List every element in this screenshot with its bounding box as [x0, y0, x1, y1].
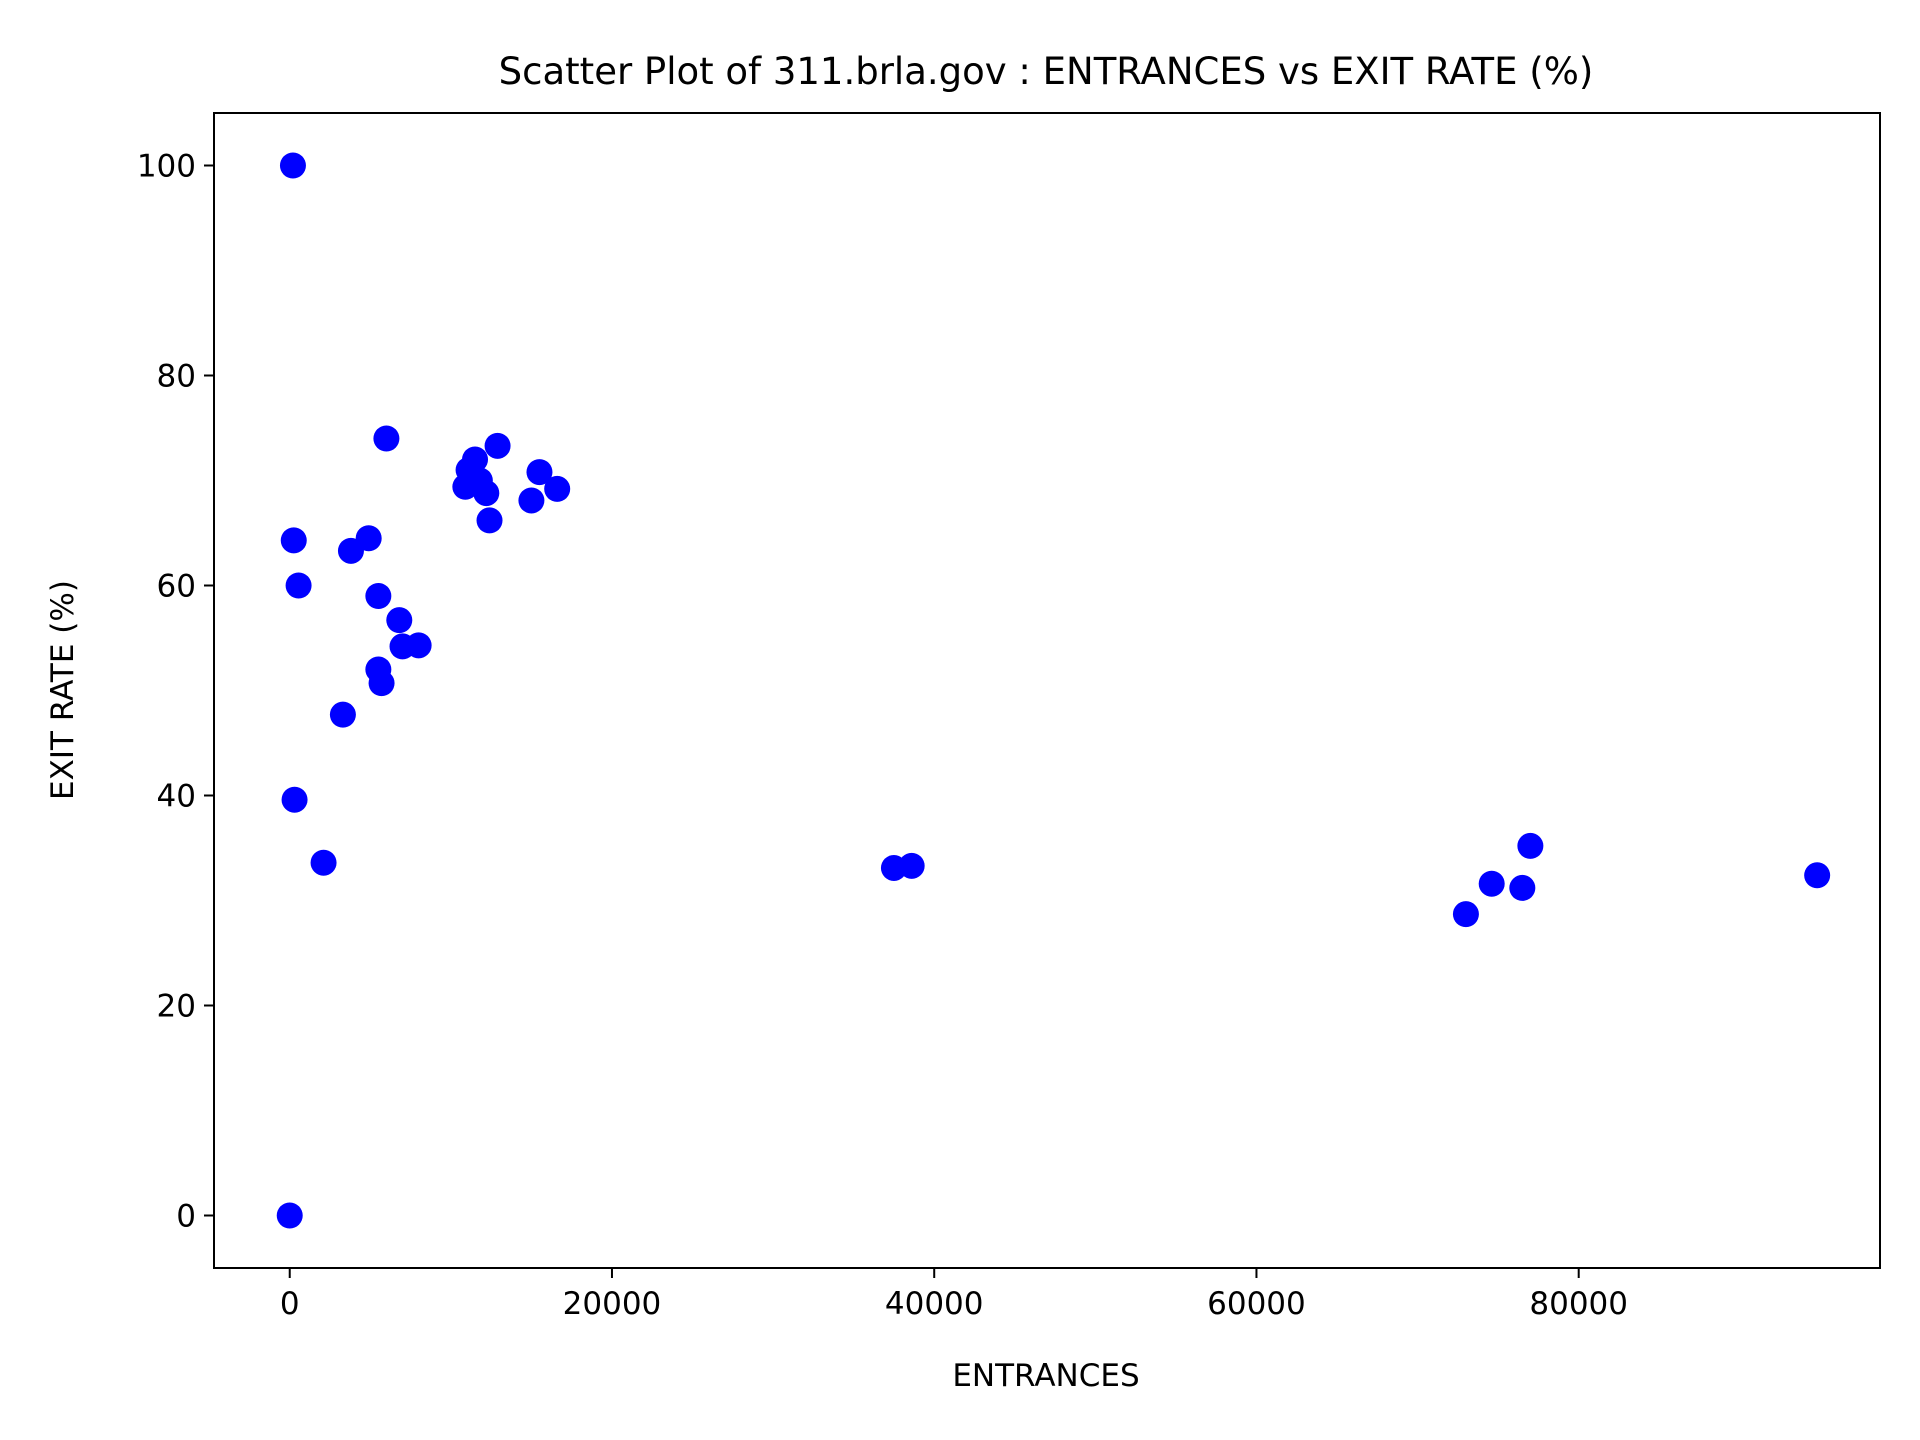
scatter-point [329, 701, 356, 728]
y-tick-label: 60 [157, 569, 196, 605]
scatter-point [473, 480, 500, 507]
scatter-point [373, 425, 400, 452]
scatter-point [386, 607, 413, 634]
x-axis-label: ENTRANCES [952, 1358, 1139, 1394]
y-tick-label: 20 [157, 989, 196, 1025]
x-tick-label: 0 [280, 1286, 300, 1322]
scatter-point [526, 459, 553, 486]
y-tick-label: 40 [157, 779, 196, 815]
y-axis-ticks: 0 20 40 60 80 100 [137, 149, 214, 1235]
y-axis-label: EXIT RATE (%) [45, 580, 81, 800]
x-axis-ticks: 0 20000 40000 60000 80000 [280, 1268, 1628, 1322]
scatter-point [280, 527, 307, 554]
y-tick-label: 80 [157, 359, 196, 395]
scatter-point [1478, 870, 1505, 897]
x-tick-label: 60000 [1207, 1286, 1306, 1322]
scatter-points [276, 152, 1831, 1229]
scatter-point [285, 572, 312, 599]
y-tick-label: 100 [137, 149, 196, 185]
scatter-point [276, 1202, 303, 1229]
scatter-point [368, 670, 395, 697]
plot-area-frame [213, 112, 1881, 1269]
scatter-point [544, 475, 571, 502]
chart-title: Scatter Plot of 311.brla.gov : ENTRANCES… [499, 50, 1594, 93]
x-tick-label: 20000 [563, 1286, 662, 1322]
scatter-point [1452, 901, 1479, 928]
x-tick-label: 40000 [885, 1286, 984, 1322]
scatter-point [281, 786, 308, 813]
scatter-point [1804, 862, 1831, 889]
scatter-point [310, 849, 337, 876]
scatter-point [365, 583, 392, 609]
scatter-point [355, 525, 382, 552]
scatter-point [462, 446, 489, 473]
scatter-point [1509, 874, 1536, 901]
scatter-point [279, 152, 306, 179]
scatter-point [476, 507, 503, 534]
scatter-point [518, 487, 545, 514]
scatter-point [1517, 832, 1544, 859]
y-tick-label: 0 [176, 1199, 196, 1235]
scatter-point [484, 432, 511, 459]
scatter-point [898, 852, 925, 879]
scatter-point [405, 632, 432, 659]
x-tick-label: 80000 [1529, 1286, 1628, 1322]
